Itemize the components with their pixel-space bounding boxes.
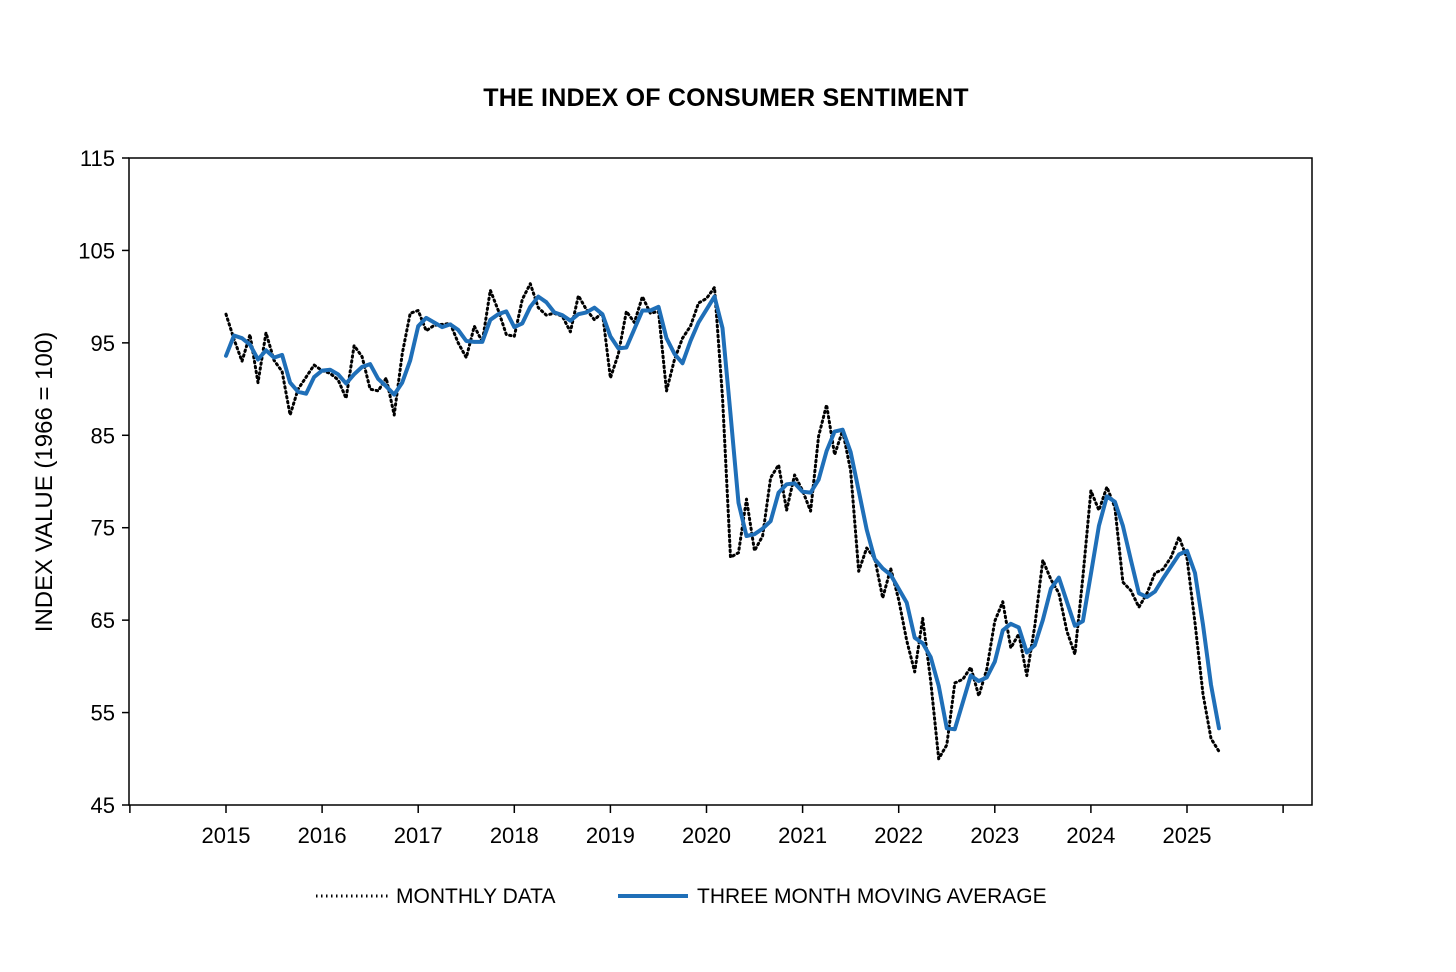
chart-title: THE INDEX OF CONSUMER SENTIMENT <box>483 84 969 112</box>
x-axis: 2015 2016 2017 2018 2019 2020 2021 2022 2023 2024… <box>129 805 1284 848</box>
x-tick-label: 2018 <box>490 823 539 848</box>
x-tick-label: 2022 <box>874 823 923 848</box>
x-tick-label: 2023 <box>970 823 1019 848</box>
series-layer <box>224 282 1221 761</box>
y-tick-label: 55 <box>91 701 115 726</box>
x-tick-label: 2015 <box>202 823 251 848</box>
x-tick-label: 2016 <box>298 823 347 848</box>
y-tick-label: 115 <box>80 146 115 171</box>
y-axis: 45 55 65 75 85 95 105 115 <box>78 146 129 818</box>
y-axis-title: INDEX VALUE (1966 = 100) <box>31 332 58 632</box>
x-tick-label: 2025 <box>1163 823 1212 848</box>
y-tick-label: 85 <box>91 423 115 448</box>
legend: MONTHLY DATA THREE MONTH MOVING AVERAGE <box>316 885 1047 908</box>
y-tick-label: 65 <box>91 608 115 633</box>
y-tick-label: 45 <box>91 793 115 818</box>
legend-label-moving-average: THREE MONTH MOVING AVERAGE <box>697 885 1047 908</box>
x-tick-label: 2019 <box>586 823 635 848</box>
x-tick-label: 2020 <box>682 823 731 848</box>
x-tick-label: 2024 <box>1066 823 1115 848</box>
y-tick-label: 105 <box>78 238 115 263</box>
legend-label-monthly: MONTHLY DATA <box>396 885 555 908</box>
x-tick-label: 2017 <box>394 823 443 848</box>
x-tick-label: 2021 <box>778 823 827 848</box>
y-tick-label: 75 <box>91 516 115 541</box>
plot-area <box>128 157 1313 806</box>
y-tick-label: 95 <box>91 331 115 356</box>
series-line-monthly <box>224 282 1221 761</box>
series-line-moving-average <box>224 294 1221 732</box>
